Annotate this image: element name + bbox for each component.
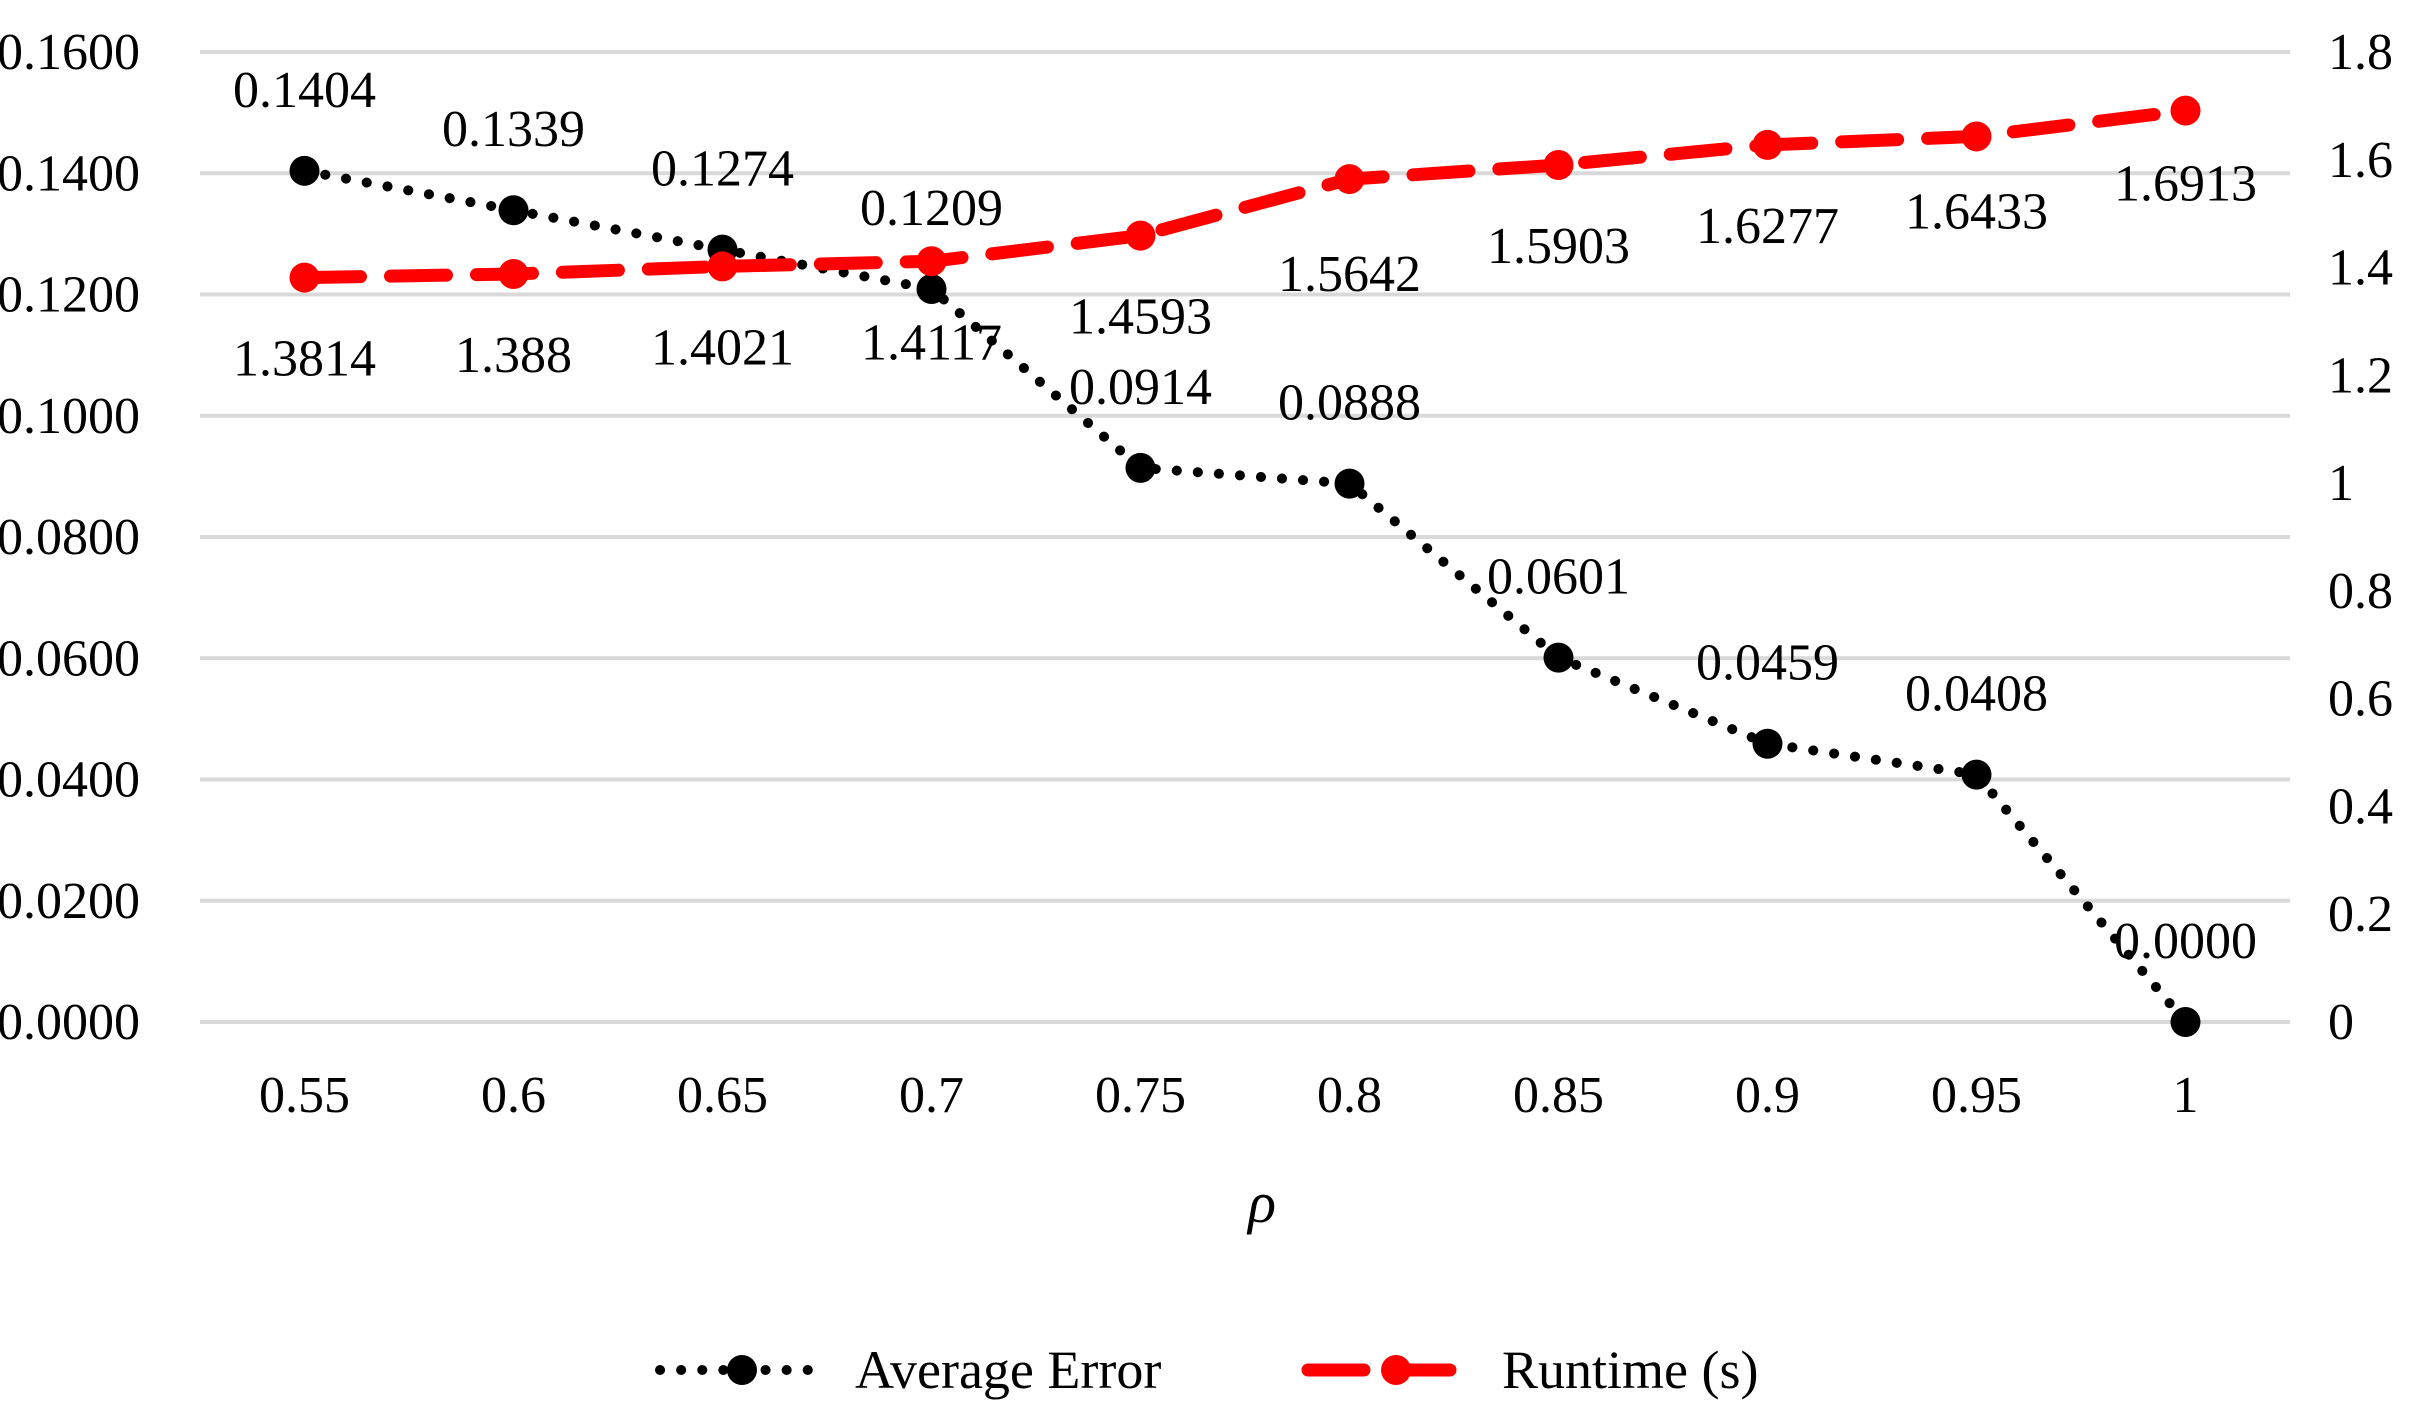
y-tick-label: 0.1000 (0, 388, 140, 445)
data-label-average-error: 0.1209 (860, 180, 1003, 237)
left-axis-ticks: 0.0000 0.0200 0.0400 0.0600 0.0800 0.1000 0.12… (0, 24, 140, 1051)
y-tick-label: 0.1600 (0, 24, 140, 81)
data-point-average-error (1752, 728, 1783, 759)
data-label-runtime: 1.6277 (1696, 198, 1839, 255)
data-label-average-error: 0.0601 (1487, 549, 1630, 606)
y2-tick-label: 0.6 (2328, 671, 2393, 728)
x-axis-title: ρ (1246, 1170, 1276, 1235)
x-tick-label: 1 (2173, 1067, 2199, 1124)
legend-marker-runtime (1381, 1355, 1411, 1385)
data-point-average-error (916, 274, 947, 305)
x-tick-label: 0.55 (259, 1067, 350, 1124)
y-tick-label: 0.0000 (0, 994, 140, 1051)
data-point-runtime (707, 251, 738, 282)
x-tick-label: 0.6 (481, 1067, 546, 1124)
x-tick-label: 0.65 (677, 1067, 768, 1124)
y2-tick-label: 0.4 (2328, 778, 2393, 835)
x-axis-ticks: 0.55 0.6 0.65 0.7 0.75 0.8 0.85 0.9 0.95 1 (259, 1067, 2199, 1124)
y-tick-label: 0.0200 (0, 873, 140, 930)
series-line-average-error (299, 165, 2191, 1027)
legend: Average Error Runtime (s) (655, 1340, 1758, 1400)
y2-tick-label: 1.2 (2328, 347, 2393, 404)
x-tick-label: 0.8 (1317, 1067, 1382, 1124)
legend-marker-average-error (727, 1355, 757, 1385)
y-tick-label: 0.0800 (0, 509, 140, 566)
data-label-runtime: 1.5642 (1278, 246, 1421, 303)
y2-tick-label: 1.8 (2328, 24, 2393, 81)
data-label-runtime: 1.5903 (1487, 218, 1630, 275)
y-tick-label: 0.0600 (0, 630, 140, 687)
data-point-average-error (2170, 1007, 2201, 1037)
legend-item-average-error[interactable]: Average Error (655, 1340, 1161, 1400)
y2-tick-label: 0 (2328, 994, 2354, 1051)
series-line-runtime (298, 104, 2192, 285)
y-tick-label: 0.1400 (0, 145, 140, 202)
x-tick-label: 0.7 (899, 1067, 964, 1124)
data-label-runtime: 1.4021 (651, 319, 794, 376)
data-label-runtime: 1.3814 (233, 331, 376, 388)
x-tick-label: 0.95 (1931, 1067, 2022, 1124)
data-label-average-error: 0.0914 (1069, 359, 1212, 416)
y2-tick-label: 1.4 (2328, 240, 2393, 297)
data-point-runtime (1334, 164, 1365, 195)
y2-tick-label: 1 (2328, 455, 2354, 512)
data-label-runtime: 1.6433 (1905, 183, 2048, 240)
data-point-average-error (1125, 452, 1156, 483)
data-label-average-error: 0.0459 (1696, 635, 1839, 692)
x-tick-label: 0.75 (1095, 1067, 1186, 1124)
data-label-average-error: 0.0888 (1278, 375, 1421, 432)
data-point-runtime (289, 262, 320, 293)
x-tick-label: 0.85 (1513, 1067, 1604, 1124)
data-point-average-error (289, 155, 320, 186)
data-point-runtime (1125, 220, 1156, 251)
data-point-runtime (1961, 121, 1992, 152)
data-point-average-error (498, 195, 529, 226)
y-tick-label: 0.0400 (0, 752, 140, 809)
data-label-runtime: 1.6913 (2114, 156, 2257, 213)
series-markers (289, 95, 2201, 1037)
data-label-average-error: 0.1339 (442, 101, 585, 158)
gridlines (200, 50, 2290, 1024)
right-axis-ticks: 0 0.2 0.4 0.6 0.8 1 1.2 1.4 1.6 1.8 (2328, 24, 2393, 1051)
data-point-runtime (1543, 150, 1574, 181)
data-point-runtime (916, 246, 947, 277)
series-lines (298, 104, 2192, 1027)
data-point-runtime (1752, 129, 1783, 160)
data-point-runtime (498, 259, 529, 290)
data-label-runtime: 1.388 (455, 327, 572, 384)
data-point-average-error (1334, 468, 1365, 499)
data-label-average-error: 0.0408 (1905, 666, 2048, 723)
y2-tick-label: 0.8 (2328, 563, 2393, 620)
data-point-runtime (2170, 95, 2201, 126)
legend-label-average-error: Average Error (855, 1340, 1161, 1400)
data-label-runtime: 1.4593 (1069, 289, 1212, 346)
data-label-runtime: 1.4117 (861, 314, 1002, 371)
legend-label-runtime: Runtime (s) (1502, 1340, 1758, 1400)
y-tick-label: 0.1200 (0, 267, 140, 324)
data-point-average-error (1543, 642, 1574, 673)
legend-item-runtime[interactable]: Runtime (s) (1301, 1340, 1758, 1400)
y2-tick-label: 1.6 (2328, 132, 2393, 189)
x-tick-label: 0.9 (1735, 1067, 1800, 1124)
y2-tick-label: 0.2 (2328, 886, 2393, 943)
data-label-average-error: 0.1404 (233, 62, 376, 119)
data-point-average-error (1961, 759, 1992, 790)
data-label-average-error: 0.0000 (2114, 913, 2257, 970)
data-label-average-error: 0.1274 (651, 141, 794, 198)
data-labels: 0.1404 0.1339 0.1274 0.1209 0.0914 0.0888 0.06… (233, 62, 2257, 970)
